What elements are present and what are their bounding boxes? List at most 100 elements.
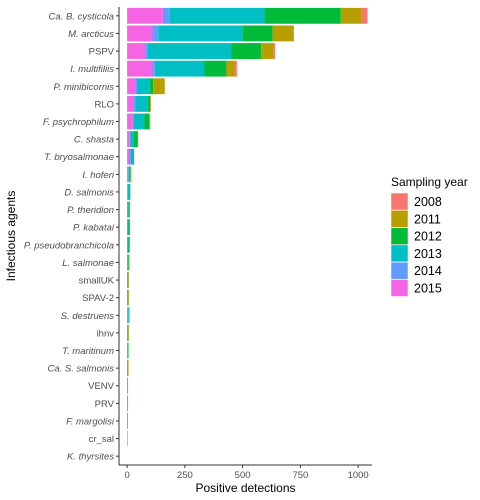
legend-label-2008: 2008 bbox=[414, 195, 442, 209]
bar-segment-2013 bbox=[127, 324, 129, 341]
bar-segment-2012 bbox=[147, 95, 151, 112]
y-tick-label: M. arcticus bbox=[68, 29, 114, 40]
bar-segment-2011 bbox=[128, 272, 129, 288]
bar-segment-2014 bbox=[162, 7, 170, 24]
y-tick-label: P. pseudobranchicola bbox=[24, 240, 114, 251]
y-tick-label: C. shasta bbox=[74, 135, 114, 146]
y-tick-label: P. theridion bbox=[67, 205, 114, 216]
bar-segment-2011 bbox=[128, 324, 129, 341]
bar-segment-2015 bbox=[127, 78, 136, 95]
y-tick-label: SPAV-2 bbox=[82, 293, 114, 304]
y-tick-label: K. thyrsites bbox=[67, 452, 114, 463]
legend-label-2014: 2014 bbox=[414, 264, 442, 278]
bar-segment-2012 bbox=[242, 25, 273, 42]
bar-segment-2012 bbox=[129, 184, 131, 200]
bar-segment-2011 bbox=[149, 113, 151, 130]
bar-segment-2011 bbox=[137, 131, 139, 148]
x-tick-label: 1000 bbox=[348, 470, 369, 481]
bar-segment-2013 bbox=[130, 148, 134, 165]
legend-label-2015: 2015 bbox=[414, 282, 442, 296]
bar-segment-2013 bbox=[137, 78, 150, 95]
legend-label-2011: 2011 bbox=[414, 212, 441, 226]
bar-segment-2014 bbox=[127, 377, 128, 394]
bar-segment-2015 bbox=[127, 25, 153, 42]
bar-segment-2012 bbox=[128, 219, 130, 236]
bar-segment-2012 bbox=[134, 131, 138, 148]
y-tick-label: F. margolisi bbox=[66, 416, 115, 427]
bar-segment-2011 bbox=[129, 219, 131, 236]
bar-segment-2015 bbox=[127, 60, 153, 77]
y-tick-label: T. bryosalmonae bbox=[44, 152, 114, 163]
bar-segment-2013 bbox=[127, 201, 129, 218]
bar-segment-2014 bbox=[129, 131, 131, 148]
legend-title: Sampling year bbox=[391, 175, 468, 189]
bar-segment-2008 bbox=[273, 43, 275, 59]
x-tick-label: 500 bbox=[235, 470, 251, 481]
y-tick-label: I. hoferi bbox=[82, 170, 115, 181]
bar-segment-2013 bbox=[147, 43, 232, 59]
bar-segment-2014 bbox=[134, 95, 136, 112]
bar-segment-2015 bbox=[127, 7, 163, 24]
y-tick-label: PRV bbox=[95, 399, 115, 410]
bar-segment-2011 bbox=[128, 360, 129, 377]
bar-segment-2013 bbox=[135, 95, 148, 112]
legend-swatch-2014 bbox=[390, 261, 409, 280]
bar-segment-2008 bbox=[234, 60, 237, 77]
bar-segment-2013 bbox=[169, 7, 265, 24]
bar-segment-2011 bbox=[226, 60, 235, 77]
bar-segment-2012 bbox=[231, 43, 262, 59]
y-axis-title: Infectious agents bbox=[4, 191, 18, 282]
bar-segment-2014 bbox=[127, 395, 128, 412]
bar-segment-2013 bbox=[127, 413, 128, 429]
legend-label-2012: 2012 bbox=[414, 230, 442, 244]
bar-segment-2011 bbox=[272, 25, 294, 42]
y-tick-label: I. multifiliis bbox=[70, 64, 114, 75]
bar-segment-2012 bbox=[264, 7, 341, 24]
bar-segment-2012 bbox=[133, 148, 135, 165]
bar-segment-2012 bbox=[149, 78, 154, 95]
bar-segment-2012 bbox=[128, 342, 129, 359]
y-tick-label: cr_sal bbox=[89, 434, 114, 445]
y-tick-label: P. kabatai bbox=[73, 223, 115, 234]
bar-segment-2011 bbox=[129, 201, 131, 218]
bar-segment-2014 bbox=[128, 166, 129, 183]
legend-swatch-2012 bbox=[390, 227, 409, 245]
bar-segment-2013 bbox=[128, 184, 130, 200]
bar-segment-2013 bbox=[127, 236, 129, 253]
bar-segment-2014 bbox=[127, 184, 129, 200]
bar-segment-2013 bbox=[154, 60, 205, 77]
bar-segment-2012 bbox=[130, 166, 131, 183]
y-tick-label: L. salmonae bbox=[62, 258, 114, 269]
bar-segment-2013 bbox=[134, 113, 145, 130]
bar-segment-2014 bbox=[132, 113, 135, 130]
x-tick-label: 250 bbox=[177, 470, 193, 481]
bar-segment-2011 bbox=[130, 166, 132, 183]
y-tick-label: PSPV bbox=[89, 47, 115, 58]
y-tick-label: VENV bbox=[88, 381, 115, 392]
bar-segment-2014 bbox=[145, 43, 148, 59]
bar-segment-2008 bbox=[293, 25, 294, 42]
x-tick-label: 0 bbox=[124, 470, 129, 481]
bar-segment-2013 bbox=[127, 254, 129, 271]
bar-segment-2013 bbox=[127, 395, 129, 412]
bar-segment-2012 bbox=[128, 307, 130, 324]
y-tick-label: P. minibicornis bbox=[53, 82, 114, 93]
y-axis-ticks: Ca. B. cysticola M. arcticus PSPV I. multif… bbox=[24, 11, 119, 463]
bar-segment-2011 bbox=[150, 95, 151, 112]
bar-segment-2012 bbox=[128, 201, 130, 218]
x-tick-label: 750 bbox=[292, 470, 308, 481]
bar-segment-2015 bbox=[127, 184, 128, 200]
legend-label-2013: 2013 bbox=[414, 247, 442, 261]
bar-segment-2012 bbox=[204, 60, 227, 77]
bar-segment-2012 bbox=[128, 254, 129, 271]
bar-segment-2008 bbox=[361, 7, 368, 24]
bar-segment-2011 bbox=[129, 236, 130, 253]
bar-segment-2013 bbox=[127, 360, 128, 377]
bar-segment-2013 bbox=[158, 25, 243, 42]
bar-segment-2015 bbox=[127, 95, 135, 112]
bar-segment-2011 bbox=[128, 289, 129, 306]
bar-segment-2013 bbox=[128, 166, 131, 183]
y-tick-label: D. salmonis bbox=[64, 187, 114, 198]
bar-segment-2014 bbox=[152, 25, 159, 42]
